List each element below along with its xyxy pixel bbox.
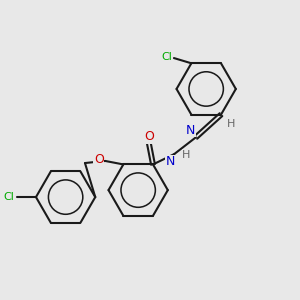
Text: O: O	[94, 153, 104, 166]
Text: O: O	[144, 130, 154, 143]
Text: N: N	[186, 124, 195, 136]
Text: H: H	[182, 150, 191, 160]
Text: H: H	[226, 119, 235, 129]
Text: Cl: Cl	[161, 52, 172, 62]
Text: N: N	[166, 155, 175, 168]
Text: Cl: Cl	[3, 192, 14, 202]
